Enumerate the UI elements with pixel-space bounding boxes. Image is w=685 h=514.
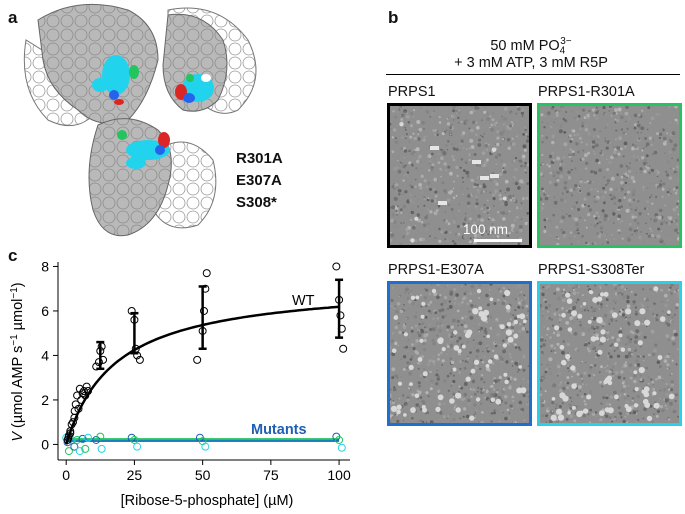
x-tick-label: 100 bbox=[327, 467, 351, 483]
active-site-highlight-1 bbox=[92, 55, 139, 105]
scale-bar bbox=[474, 239, 522, 242]
mutant-data-point bbox=[337, 443, 346, 452]
em-image-s308ter bbox=[537, 281, 682, 426]
y-tick-label: 6 bbox=[41, 303, 49, 319]
x-tick-label: 25 bbox=[127, 467, 143, 483]
mutant-data-point bbox=[73, 435, 82, 444]
wt-data-point bbox=[133, 351, 142, 360]
wt-data-point bbox=[78, 389, 87, 398]
panel-letter-c: c bbox=[8, 246, 18, 265]
condition-divider bbox=[386, 74, 680, 75]
mutant-data-point bbox=[75, 447, 84, 456]
mutation-label-s308: S308* bbox=[236, 194, 277, 211]
protein-structure-render bbox=[23, 3, 257, 237]
scale-bar-label: 100 nm bbox=[463, 222, 509, 237]
mutant-data-point bbox=[96, 432, 105, 441]
mutant-data-point bbox=[335, 435, 344, 444]
wt-data-point bbox=[127, 306, 136, 315]
y-tick-label: 4 bbox=[41, 347, 49, 363]
x-tick-label: 50 bbox=[195, 467, 211, 483]
wt-data-point bbox=[66, 429, 75, 438]
em-label-s308ter: PRPS1-S308Ter bbox=[538, 262, 645, 278]
wt-data-point bbox=[135, 355, 144, 364]
mutant-data-point bbox=[201, 442, 210, 451]
mutant-data-point bbox=[127, 433, 136, 442]
y-tick-label: 8 bbox=[41, 258, 49, 274]
mutation-label-e307a: E307A bbox=[236, 172, 282, 189]
wt-data-point bbox=[200, 306, 208, 315]
mutation-label-r301a: R301A bbox=[236, 150, 283, 167]
wt-data-point bbox=[73, 391, 82, 400]
mutant-data-point bbox=[81, 444, 90, 453]
x-axis-label: [Ribose-5-phosphate] (µM) bbox=[121, 493, 294, 509]
mutant-data-point bbox=[133, 442, 142, 451]
mutant-data-point bbox=[64, 447, 73, 456]
wt-data-point bbox=[339, 344, 348, 353]
mutant-data-point bbox=[84, 433, 93, 442]
wt-data-point bbox=[81, 391, 90, 400]
mutant-data-point bbox=[97, 444, 106, 453]
wt-data-point bbox=[79, 387, 88, 396]
wt-data-point bbox=[84, 387, 93, 396]
mutant-data-point bbox=[130, 435, 139, 444]
x-tick-label: 75 bbox=[263, 467, 279, 483]
condition-line-1: 50 mM PO43− bbox=[490, 36, 572, 57]
active-site-highlight-3 bbox=[117, 130, 170, 169]
series-label-wt: WT bbox=[292, 293, 315, 309]
em-image-r301a bbox=[537, 103, 682, 248]
y-tick-label: 0 bbox=[41, 436, 49, 452]
wt-data-point bbox=[74, 404, 83, 413]
em-image-prps1 bbox=[387, 103, 532, 248]
panel-letter-b: b bbox=[388, 8, 399, 27]
wt-data-point bbox=[94, 358, 103, 367]
em-label-e307a: PRPS1-E307A bbox=[388, 262, 484, 278]
wt-data-point bbox=[67, 420, 76, 429]
em-image-e307a bbox=[387, 281, 532, 426]
x-tick-label: 0 bbox=[62, 467, 70, 483]
wt-data-point bbox=[64, 431, 73, 440]
series-label-mutants: Mutants bbox=[251, 422, 307, 438]
em-label-prps1: PRPS1 bbox=[388, 84, 436, 100]
active-site-highlight-2 bbox=[175, 74, 214, 103]
panel-letter-a: a bbox=[8, 8, 18, 27]
mutant-data-point bbox=[78, 434, 87, 443]
wt-data-point bbox=[193, 355, 202, 364]
wt-data-point bbox=[202, 269, 211, 278]
wt-data-point bbox=[69, 418, 78, 427]
wt-data-point bbox=[336, 311, 345, 320]
wt-data-point bbox=[71, 400, 80, 409]
em-label-r301a: PRPS1-R301A bbox=[538, 84, 635, 100]
mutant-data-point bbox=[70, 442, 79, 451]
wt-data-point bbox=[332, 262, 341, 271]
y-axis-label: V (µmol AMP s−1 µmol−1) bbox=[9, 282, 27, 441]
y-tick-label: 2 bbox=[41, 392, 49, 408]
condition-line-2: + 3 mM ATP, 3 mM R5P bbox=[454, 55, 608, 71]
wt-data-point bbox=[82, 382, 91, 391]
